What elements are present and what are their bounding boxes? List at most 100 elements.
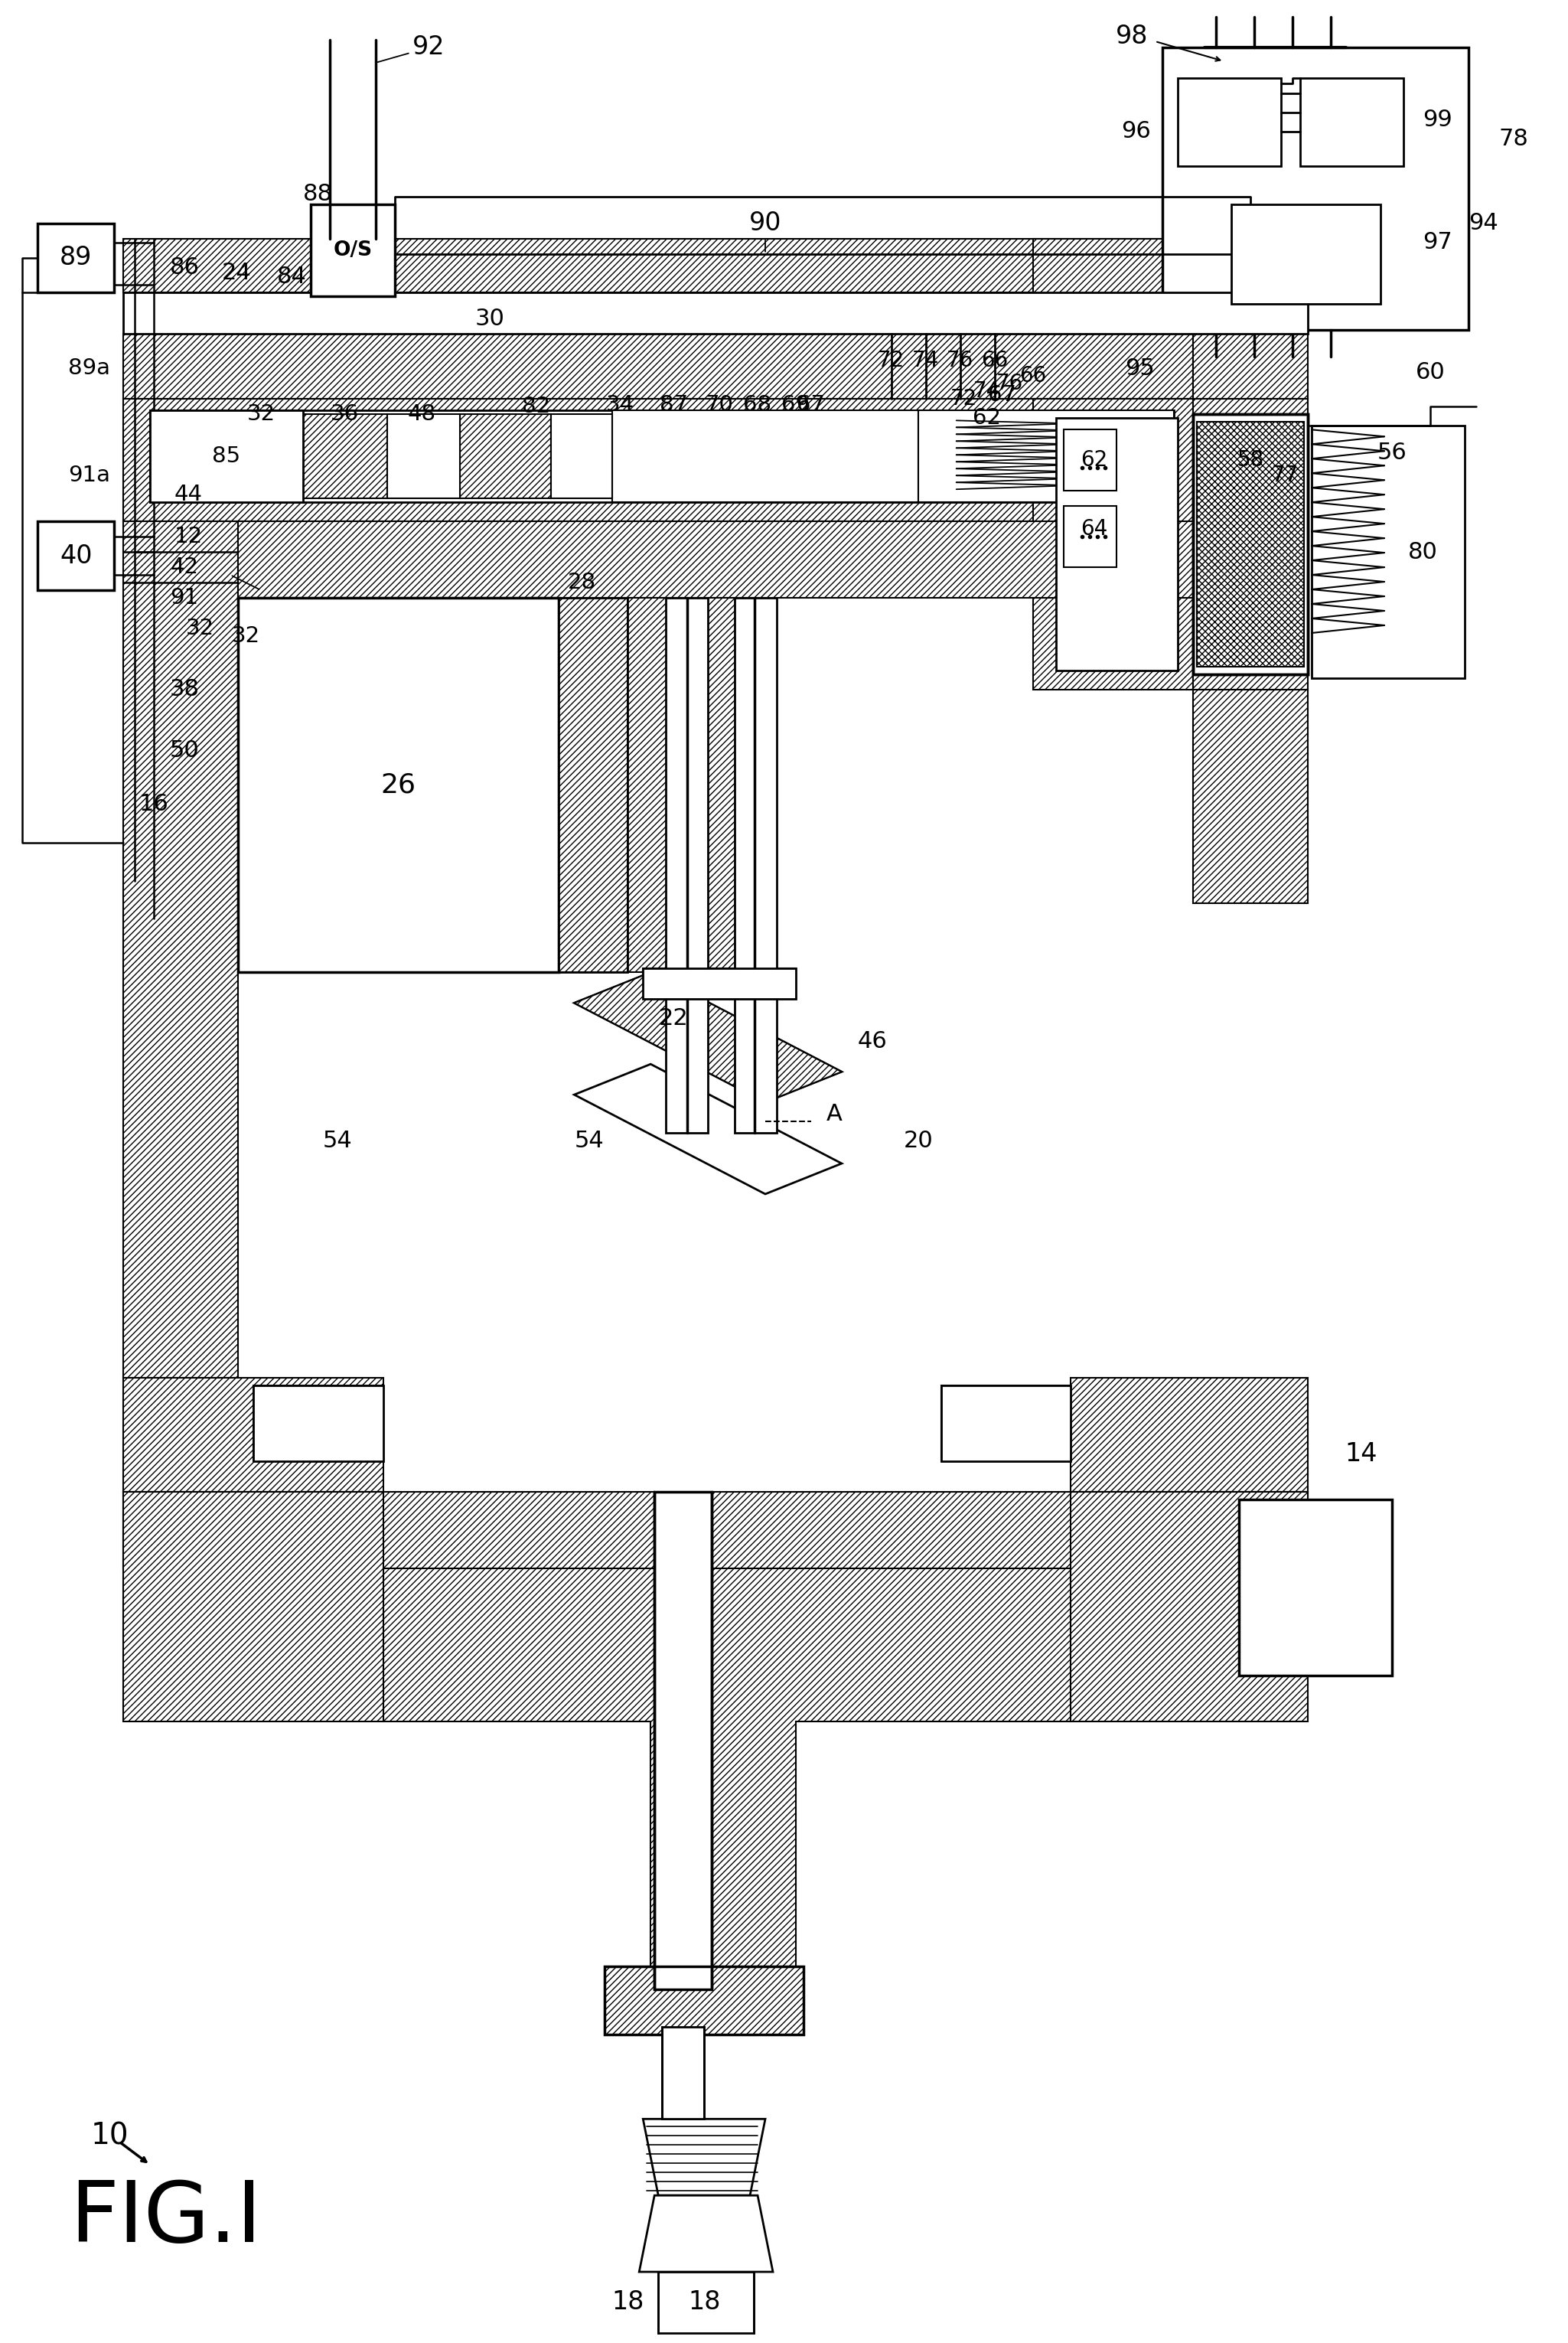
Bar [1162,47,1468,330]
Text: 18: 18 [688,2289,720,2315]
Text: 62: 62 [972,408,1000,429]
Polygon shape [124,1378,383,1492]
Text: 58: 58 [1237,450,1264,471]
Polygon shape [124,239,1308,293]
Bar [1231,204,1380,305]
Polygon shape [383,1567,1071,1989]
Text: 12: 12 [174,525,202,548]
Bar [919,410,1174,501]
Bar [654,1492,712,1989]
Bar [1312,426,1465,677]
Bar [552,415,613,499]
Text: 32: 32 [232,626,260,647]
Polygon shape [574,1064,842,1195]
Text: 62: 62 [1080,450,1107,471]
Text: 54: 54 [323,1129,353,1153]
Polygon shape [574,972,842,1101]
Bar [1300,77,1403,166]
Text: A: A [826,1104,842,1125]
Text: 64: 64 [1080,518,1107,539]
Text: 22: 22 [659,1007,688,1029]
Polygon shape [124,1492,383,1722]
Bar [124,293,1308,335]
Text: 84: 84 [276,265,306,288]
Text: 16: 16 [140,794,169,815]
Text: 66: 66 [1019,366,1046,387]
Bar [613,410,919,501]
Text: FIG.I: FIG.I [69,2177,262,2259]
Bar [38,522,114,590]
Bar [310,204,395,295]
Bar [558,597,627,972]
Text: 32: 32 [185,619,213,640]
Polygon shape [1033,239,1308,398]
Bar [151,410,303,501]
Text: 78: 78 [1499,129,1529,150]
Text: 10: 10 [91,2120,129,2151]
Text: 94: 94 [1468,213,1497,234]
Bar [1239,1500,1392,1675]
Text: 77: 77 [1272,464,1298,487]
Text: 97: 97 [1422,232,1452,253]
Text: 86: 86 [169,255,199,279]
Bar [1193,415,1308,675]
Polygon shape [1193,689,1308,904]
Text: 90: 90 [750,211,781,251]
Text: 91: 91 [171,588,199,609]
Bar [643,968,797,998]
Text: 98: 98 [1116,23,1148,49]
Polygon shape [574,972,842,1101]
Text: 88: 88 [303,183,332,206]
Polygon shape [303,415,387,499]
Text: 92: 92 [378,35,445,63]
Polygon shape [627,597,765,972]
Polygon shape [558,597,627,972]
Bar [1063,429,1116,490]
Text: 28: 28 [568,572,596,593]
Bar [605,1966,803,2034]
Text: 67: 67 [988,384,1016,405]
Bar [254,1385,383,1462]
Text: 80: 80 [1408,541,1438,562]
Polygon shape [124,1492,1308,1567]
Polygon shape [124,335,1193,398]
Text: 54: 54 [575,1129,604,1153]
Polygon shape [941,1385,1071,1462]
Text: 20: 20 [903,1129,933,1153]
Text: 38: 38 [169,679,199,701]
Text: 30: 30 [475,307,505,330]
Text: 95: 95 [1124,358,1154,380]
Text: 76: 76 [996,373,1024,394]
Text: 44: 44 [174,485,202,506]
Text: 14: 14 [1345,1441,1378,1467]
Text: 87: 87 [660,394,688,417]
Text: 89a: 89a [67,358,110,380]
Polygon shape [643,968,797,998]
Bar [387,415,459,499]
Text: 40: 40 [60,544,93,569]
Bar [38,223,114,293]
Text: 56: 56 [1377,440,1406,464]
Polygon shape [124,239,1308,398]
Bar [1178,77,1281,166]
Text: 69: 69 [782,394,811,417]
Polygon shape [1033,398,1193,689]
Text: 99: 99 [1422,110,1452,131]
Text: 34: 34 [605,394,635,417]
Text: 74: 74 [913,349,939,373]
Text: 72: 72 [950,389,977,410]
Bar [662,2027,704,2118]
Text: 36: 36 [331,403,359,424]
Text: 46: 46 [858,1031,887,1052]
Bar [659,2273,754,2334]
Text: 96: 96 [1121,119,1151,143]
Polygon shape [1196,422,1305,668]
Polygon shape [151,410,303,501]
Polygon shape [254,1385,383,1462]
Text: 50: 50 [169,740,199,761]
Text: 42: 42 [171,558,199,579]
Text: 60: 60 [1416,361,1446,384]
Text: 70: 70 [706,394,734,417]
Text: 18: 18 [612,2289,644,2315]
Text: 66: 66 [982,349,1008,373]
